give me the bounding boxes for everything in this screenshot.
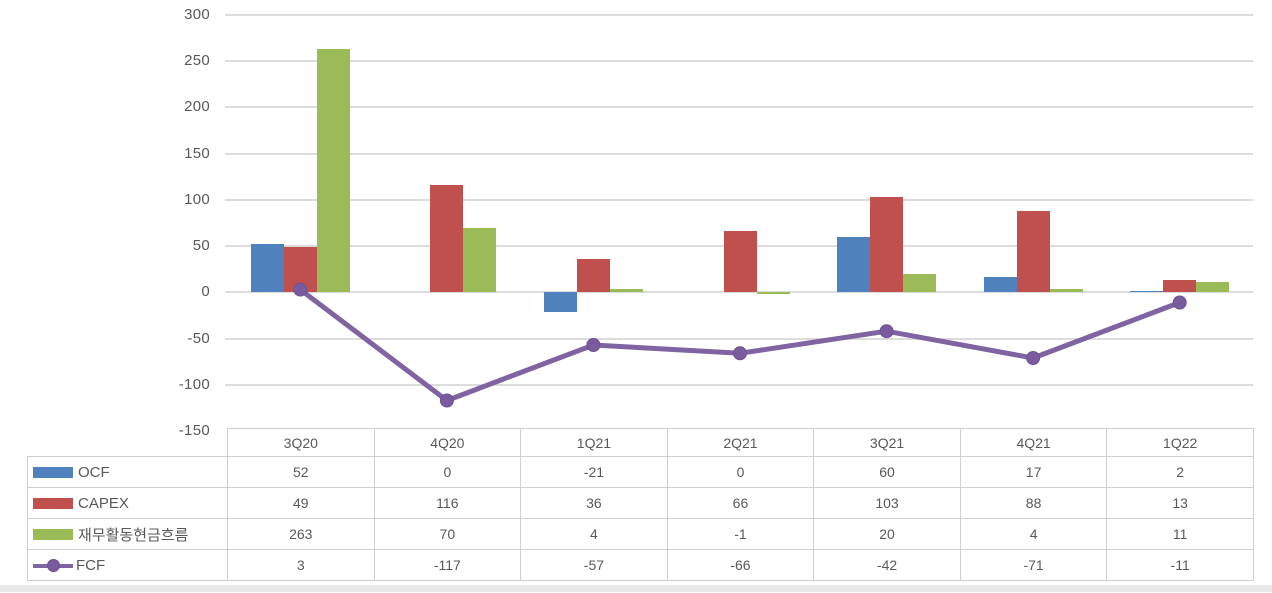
table-corner-cell [28, 429, 228, 457]
table-cell-OCF-3Q21: 60 [813, 456, 961, 488]
table-cell-CAPEX-1Q21: 36 [520, 487, 668, 519]
gridline-y--100 [225, 384, 1253, 386]
y-axis-tick-label: 200 [184, 98, 210, 115]
gridline-y-200 [225, 106, 1253, 108]
table-cell-OCF-1Q22: 2 [1106, 456, 1254, 488]
table-header-4Q20: 4Q20 [373, 428, 522, 457]
table-cell-OCF-3Q20: 52 [227, 456, 375, 488]
gridline-y-100 [225, 199, 1253, 201]
table-cell-재무활동현금흐름-1Q22: 11 [1106, 518, 1254, 550]
table-row-CAPEX: CAPEX 49 116 36 66 103 88 13 [27, 487, 1254, 519]
table-cell-FCF-4Q20: -117 [373, 549, 522, 581]
table-cell-CAPEX-1Q22: 13 [1106, 487, 1254, 519]
table-header-3Q20: 3Q20 [227, 428, 375, 457]
bar-CAPEX-3Q21 [870, 197, 904, 293]
bar-재무활동현금흐름-1Q22 [1196, 282, 1230, 293]
fcf-marker-1Q21 [586, 338, 601, 352]
bar-OCF-4Q21 [983, 276, 1017, 293]
table-cell-FCF-3Q20: 3 [227, 549, 375, 581]
chart-data-table: 3Q20 4Q20 1Q21 2Q21 3Q21 4Q21 1Q22 OCF 52 0 -21 0 60… [27, 428, 1254, 581]
y-axis-tick-label: 0 [201, 283, 210, 300]
table-cell-재무활동현금흐름-3Q20: 263 [227, 518, 375, 550]
table-cell-FCF-2Q21: -66 [666, 549, 815, 581]
table-cell-CAPEX-4Q20: 116 [373, 487, 522, 519]
y-axis-tick-label: 100 [184, 191, 210, 208]
bar-OCF-3Q21 [837, 236, 871, 293]
table-cell-FCF-4Q21: -71 [959, 549, 1108, 581]
series-name-label: 재무활동현금흐름 [78, 526, 189, 544]
y-axis-tick-label: 50 [192, 237, 210, 254]
series-name-label: CAPEX [78, 494, 129, 512]
legend-label-cell-재무활동현금흐름: 재무활동현금흐름 [27, 518, 228, 550]
gridline-y--50 [225, 338, 1253, 340]
table-row-OCF: OCF 52 0 -21 0 60 17 2 [27, 456, 1254, 488]
series-name-label: FCF [76, 556, 106, 574]
table-header-4Q21: 4Q21 [959, 428, 1108, 457]
bar-CAPEX-4Q20 [430, 185, 464, 293]
table-cell-OCF-4Q20: 0 [373, 456, 522, 488]
window-bottom-edge [0, 585, 1272, 592]
bar-OCF-1Q21 [543, 292, 577, 312]
table-header-1Q22: 1Q22 [1106, 428, 1254, 457]
table-cell-FCF-1Q22: -11 [1106, 549, 1254, 581]
bar-OCF-3Q20 [250, 244, 284, 293]
table-cell-재무활동현금흐름-4Q21: 4 [959, 518, 1108, 550]
table-header-2Q21: 2Q21 [666, 428, 815, 457]
table-cell-OCF-1Q21: -21 [520, 456, 668, 488]
fcf-marker-3Q21 [879, 324, 894, 339]
bar-재무활동현금흐름-4Q21 [1049, 288, 1083, 293]
fcf-marker-1Q22 [1172, 295, 1187, 310]
bar-재무활동현금흐름-4Q20 [463, 227, 497, 293]
table-row-재무활동현금흐름: 재무활동현금흐름 263 70 4 -1 20 4 11 [27, 518, 1254, 550]
table-header-1Q21: 1Q21 [520, 428, 668, 457]
bar-재무활동현금흐름-3Q20 [316, 49, 350, 293]
bar-CAPEX-2Q21 [723, 231, 757, 293]
table-cell-재무활동현금흐름-3Q21: 20 [813, 518, 961, 550]
table-cell-재무활동현금흐름-4Q20: 70 [373, 518, 522, 550]
fcf-marker-4Q20 [439, 393, 454, 408]
bar-재무활동현금흐름-1Q21 [609, 288, 643, 293]
bar-재무활동현금흐름-3Q21 [903, 273, 937, 293]
y-axis-tick-label: -50 [187, 330, 210, 347]
y-axis-tick-label: 150 [184, 145, 210, 162]
table-cell-CAPEX-4Q21: 88 [959, 487, 1108, 519]
legend-label-cell-CAPEX: CAPEX [27, 487, 228, 519]
table-cell-OCF-2Q21: 0 [666, 456, 815, 488]
legend-key-OCF-icon [33, 466, 73, 478]
y-axis-tick-label: 250 [184, 52, 210, 69]
bar-CAPEX-1Q22 [1163, 280, 1197, 293]
legend-label-cell-FCF: FCF [27, 549, 228, 581]
y-axis-tick-label: 300 [184, 6, 210, 23]
legend-label-cell-OCF: OCF [27, 456, 228, 488]
table-cell-FCF-1Q21: -57 [520, 549, 668, 581]
bar-OCF-1Q22 [1130, 290, 1164, 293]
legend-key-FCF-icon [33, 558, 73, 572]
gridline-y-300 [225, 14, 1253, 16]
series-name-label: OCF [78, 463, 110, 481]
table-header-3Q21: 3Q21 [813, 428, 961, 457]
table-cell-FCF-3Q21: -42 [813, 549, 961, 581]
bar-재무활동현금흐름-2Q21 [756, 292, 790, 294]
table-cell-재무활동현금흐름-1Q21: 4 [520, 518, 668, 550]
bar-CAPEX-4Q21 [1016, 211, 1050, 293]
y-axis-tick-label: -100 [178, 376, 210, 393]
table-cell-재무활동현금흐름-2Q21: -1 [666, 518, 815, 550]
gridline-y-150 [225, 153, 1253, 155]
fcf-marker-4Q21 [1026, 351, 1041, 365]
bar-CAPEX-3Q20 [283, 247, 317, 293]
bar-CAPEX-1Q21 [576, 259, 610, 293]
gridline-y-250 [225, 60, 1253, 62]
table-cell-CAPEX-3Q21: 103 [813, 487, 961, 519]
fcf-marker-2Q21 [733, 346, 747, 361]
table-cell-OCF-4Q21: 17 [959, 456, 1108, 488]
legend-key-CAPEX-icon [33, 497, 73, 509]
table-cell-CAPEX-3Q20: 49 [227, 487, 375, 519]
legend-key-재무활동현금흐름-icon [33, 528, 73, 540]
y-axis-tick-label: -150 [178, 422, 210, 439]
table-cell-CAPEX-2Q21: 66 [666, 487, 815, 519]
table-row-FCF: FCF 3 -117 -57 -66 -42 -71 -11 [27, 549, 1254, 581]
